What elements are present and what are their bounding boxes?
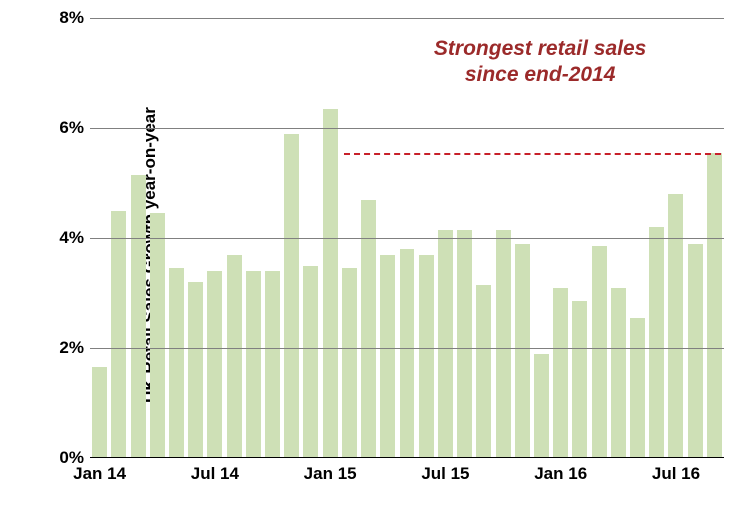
bar — [688, 244, 703, 459]
bar — [476, 285, 491, 458]
y-tick-label: 6% — [59, 118, 90, 138]
x-tick-label: Jan 16 — [534, 458, 587, 484]
bar — [150, 213, 165, 458]
bar — [457, 230, 472, 458]
reference-line — [344, 153, 721, 155]
x-tick-label: Jul 14 — [191, 458, 239, 484]
bar — [630, 318, 645, 458]
bar — [169, 268, 184, 458]
bar — [419, 255, 434, 459]
bar — [496, 230, 511, 458]
x-tick-label: Jul 15 — [421, 458, 469, 484]
bar — [265, 271, 280, 458]
bar — [515, 244, 530, 459]
bar — [572, 301, 587, 458]
plot-area: 0%2%4%6%8%Jan 14Jul 14Jan 15Jul 15Jan 16… — [90, 18, 724, 458]
gridline — [90, 128, 724, 129]
bar — [668, 194, 683, 458]
bar — [284, 134, 299, 459]
bar — [131, 175, 146, 458]
bar — [438, 230, 453, 458]
bar — [400, 249, 415, 458]
x-tick-label: Jul 16 — [652, 458, 700, 484]
bar — [227, 255, 242, 459]
x-tick-label: Jan 15 — [304, 458, 357, 484]
bar — [111, 211, 126, 459]
bar — [188, 282, 203, 458]
gridline — [90, 18, 724, 19]
bar — [611, 288, 626, 459]
bar — [592, 246, 607, 458]
chart-container: UK Retail Sales Growth year-on-year 0%2%… — [0, 0, 736, 507]
y-tick-label: 8% — [59, 8, 90, 28]
y-tick-label: 2% — [59, 338, 90, 358]
bar — [534, 354, 549, 459]
bar — [92, 367, 107, 458]
bar — [649, 227, 664, 458]
bar — [707, 153, 722, 458]
gridline — [90, 238, 724, 239]
bar — [380, 255, 395, 459]
bar — [207, 271, 222, 458]
bar — [303, 266, 318, 459]
bar — [342, 268, 357, 458]
bar — [246, 271, 261, 458]
bar — [323, 109, 338, 458]
x-axis-line — [90, 457, 724, 458]
annotation-text: Strongest retail salessince end-2014 — [375, 36, 705, 89]
bar — [553, 288, 568, 459]
gridline — [90, 348, 724, 349]
y-tick-label: 4% — [59, 228, 90, 248]
x-tick-label: Jan 14 — [73, 458, 126, 484]
